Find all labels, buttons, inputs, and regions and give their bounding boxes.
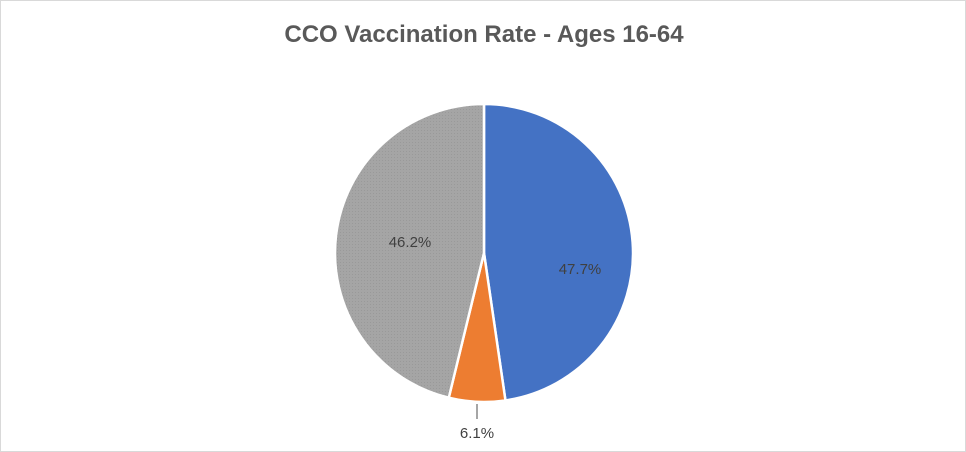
chart-title: CCO Vaccination Rate - Ages 16-64 <box>284 21 684 48</box>
data-label-3: 46.2% <box>389 234 432 251</box>
pie-slice-1 <box>482 102 635 402</box>
data-label-2: 6.1% <box>460 425 494 442</box>
pie-slice-3 <box>333 102 486 400</box>
data-label-1: 47.7% <box>559 261 602 278</box>
